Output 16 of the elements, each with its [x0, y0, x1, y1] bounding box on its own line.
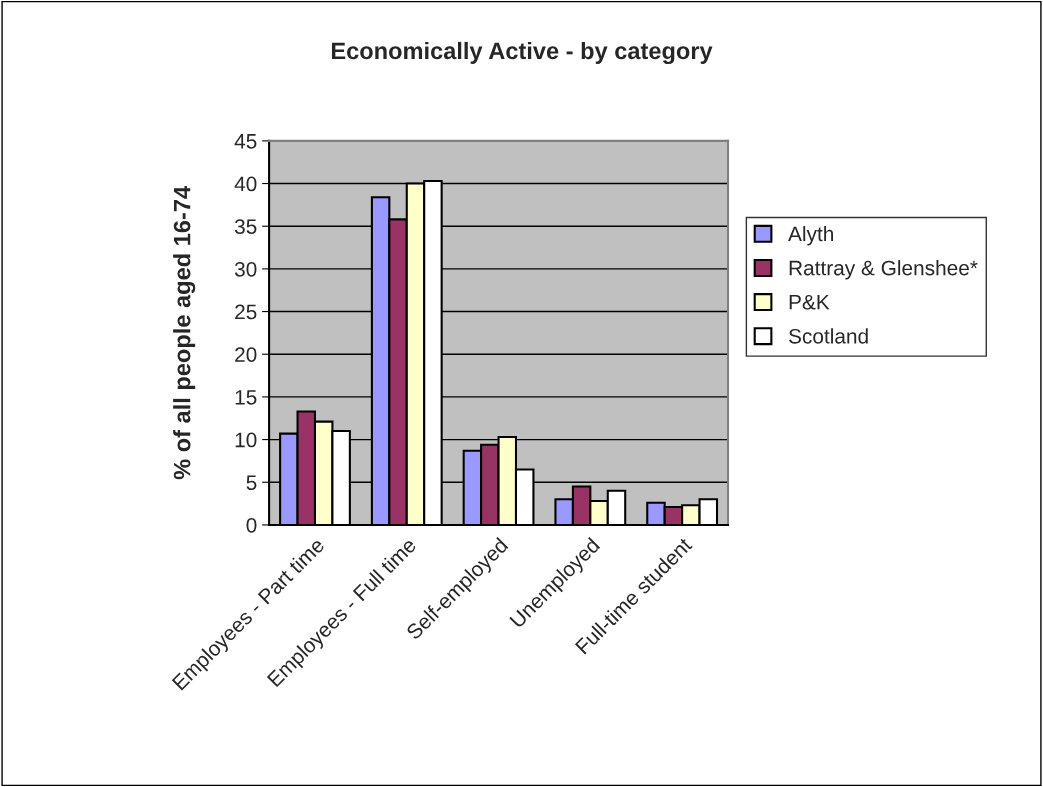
- y-tick-label: 0: [246, 517, 257, 533]
- y-tick-label: 45: [234, 134, 257, 149]
- legend-label: P&K: [789, 294, 830, 310]
- y-tick-label: 15: [235, 390, 257, 405]
- y-tick-label: 10: [235, 432, 257, 448]
- y-axis-title: % of all people aged 16-74: [173, 186, 196, 480]
- y-tick-label: 5: [246, 475, 257, 491]
- legend-label: Scotland: [788, 328, 868, 344]
- y-tick-label: 35: [234, 219, 257, 234]
- legend-label: Rattray & Glenshee*: [789, 260, 978, 280]
- y-tick-label: 25: [235, 304, 257, 320]
- y-tick-label: 20: [235, 347, 257, 362]
- legend-label: Alyth: [788, 225, 833, 246]
- y-tick-label: 30: [234, 261, 257, 277]
- chart-title: Economically Active - by category: [331, 41, 713, 65]
- y-tick-label: 40: [234, 176, 257, 192]
